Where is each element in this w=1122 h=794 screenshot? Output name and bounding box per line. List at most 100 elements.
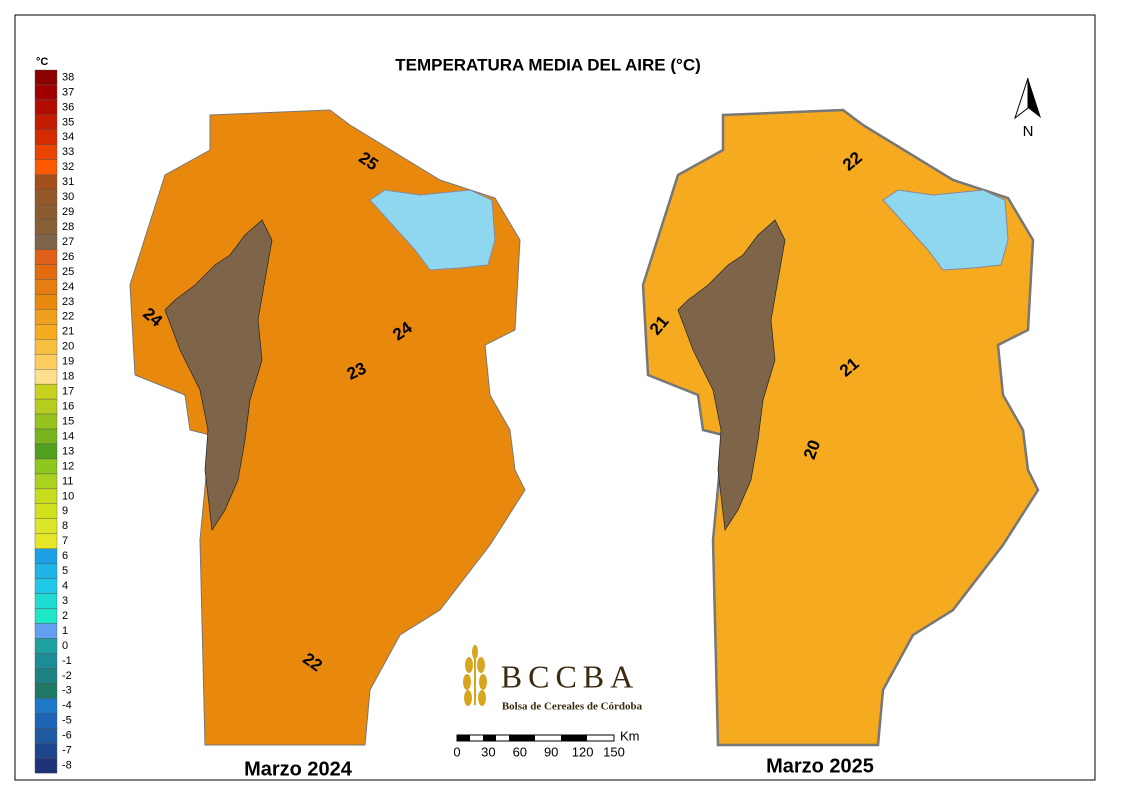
legend-swatch (34, 698, 58, 714)
north-arrow (1028, 78, 1041, 118)
legend-swatch (34, 653, 58, 669)
scale-tick: 90 (544, 744, 558, 759)
lake (882, 189, 1009, 271)
scale-tick: 60 (513, 744, 527, 759)
legend-swatch (34, 204, 58, 220)
legend-label: 5 (62, 565, 68, 577)
legend-swatch (34, 339, 58, 355)
north-label: N (1023, 123, 1034, 140)
scale-tick: 30 (481, 744, 495, 759)
legend-label: 27 (62, 236, 74, 248)
legend-unit: °C (36, 56, 48, 68)
legend-label: 36 (62, 101, 74, 113)
legend-swatch (34, 249, 58, 265)
sierras (677, 219, 786, 532)
frame (14, 14, 1096, 781)
legend-label: 33 (62, 146, 74, 158)
scale-tick: 150 (603, 744, 625, 759)
caption: Marzo 2025 (766, 755, 874, 777)
legend-label: 32 (62, 161, 74, 173)
legend-label: -2 (62, 670, 72, 682)
legend-label: 31 (62, 176, 74, 188)
legend-swatch (34, 144, 58, 160)
sierras (164, 219, 273, 532)
legend-label: 24 (62, 281, 74, 293)
legend-swatch (34, 683, 58, 699)
legend-label: 35 (62, 116, 74, 128)
logo-name: BCCBA (501, 658, 639, 694)
legend-label: 16 (62, 401, 74, 413)
legend-swatch (34, 369, 58, 385)
legend-label: 26 (62, 251, 74, 263)
legend-label: 22 (62, 311, 74, 323)
legend-label: 2 (62, 610, 68, 622)
scale-tick: 120 (572, 744, 594, 759)
legend-swatch (34, 548, 58, 564)
legend-swatch (34, 743, 58, 759)
map-2025 (641, 108, 1040, 747)
legend-swatch (34, 533, 58, 549)
legend-swatch (34, 638, 58, 654)
legend-label: 21 (62, 326, 74, 338)
scale-bar (456, 734, 615, 742)
legend-swatch (34, 324, 58, 340)
legend-swatch (34, 69, 58, 86)
legend-swatch (34, 309, 58, 325)
legend-label: 9 (62, 505, 68, 517)
legend-label: 28 (62, 221, 74, 233)
legend-swatch (34, 114, 58, 131)
legend-swatch (34, 159, 58, 175)
legend-label: 10 (62, 490, 74, 502)
legend-swatch (34, 99, 58, 116)
legend-swatch (34, 84, 58, 101)
legend-label: -6 (62, 730, 72, 742)
logo-icon (463, 645, 487, 706)
legend-swatch (34, 428, 58, 445)
legend-label: 19 (62, 356, 74, 368)
legend-swatch (34, 668, 58, 684)
legend-swatch (34, 383, 58, 400)
legend-label: 12 (62, 460, 74, 472)
legend-swatch (34, 174, 58, 190)
legend-label: 0 (62, 640, 68, 652)
legend-label: -4 (62, 700, 72, 712)
legend-swatch (34, 518, 58, 534)
legend-swatch (34, 623, 58, 639)
legend-label: 29 (62, 206, 74, 218)
logo-subtitle: Bolsa de Cereales de Córdoba (502, 701, 643, 713)
legend-swatch (34, 713, 58, 729)
legend-swatch (34, 563, 58, 579)
scale-tick: 0 (453, 744, 460, 759)
legend-label: 38 (62, 71, 74, 83)
legend-swatch (34, 129, 58, 145)
legend-label: 23 (62, 296, 74, 308)
legend-label: 18 (62, 371, 74, 383)
legend-label: 1 (62, 625, 68, 637)
legend-label: 34 (62, 131, 74, 143)
legend-label: -1 (62, 655, 72, 667)
legend-label: 20 (62, 341, 74, 353)
legend-label: 15 (62, 415, 74, 427)
legend-label: 4 (62, 580, 68, 592)
legend-swatch (34, 593, 58, 609)
legend-label: 6 (62, 550, 68, 562)
legend-swatch (34, 294, 58, 310)
legend-label: -5 (62, 715, 72, 727)
legend-swatch (34, 728, 58, 744)
legend-swatch (34, 608, 58, 624)
legend-label: 14 (62, 430, 74, 442)
legend-label: 11 (62, 475, 73, 487)
legend-swatch (34, 458, 58, 475)
legend-swatch (34, 413, 58, 430)
legend-label: -7 (62, 745, 72, 757)
caption: Marzo 2024 (244, 758, 353, 780)
legend-swatch (34, 354, 58, 370)
legend-label: 25 (62, 266, 74, 278)
legend-swatch (34, 398, 58, 415)
legend-swatch (34, 219, 58, 235)
legend-swatch (34, 234, 58, 250)
legend-swatch (34, 578, 58, 594)
legend-swatch (34, 757, 58, 774)
legend-label: -8 (62, 760, 72, 772)
